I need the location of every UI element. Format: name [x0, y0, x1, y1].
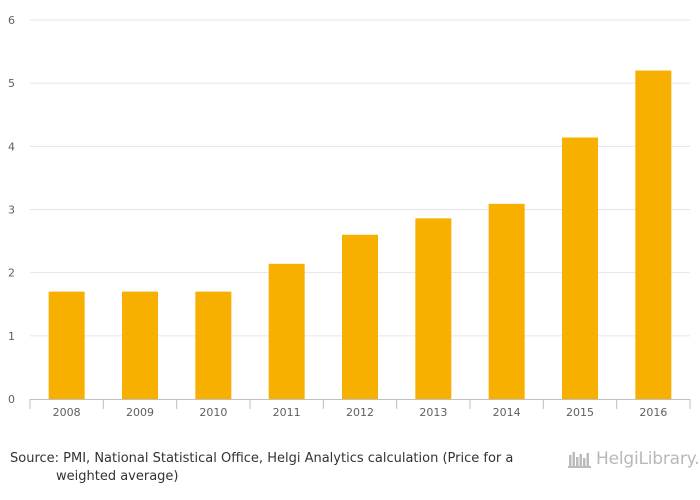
x-tick-label: 2013 [419, 406, 447, 419]
bar-2015 [562, 137, 598, 400]
bar-chart: 0 1 2 3 4 5 6 2008 2009 2010 2011 2012 2013 2014 2015… [8, 14, 691, 419]
x-tick-label: 2014 [493, 406, 521, 419]
source-note: Source: PMI, National Statistical Office… [10, 450, 520, 486]
bars [48, 70, 672, 400]
helgi-library-shelf-icon [568, 452, 591, 468]
x-tick-label: 2008 [53, 406, 81, 419]
bar-2014 [488, 203, 525, 399]
y-axis-tick-labels: 0 1 2 3 4 5 6 [8, 14, 15, 406]
y-tick-label: 1 [8, 330, 15, 343]
x-tick-label: 2015 [566, 406, 594, 419]
y-tick-label: 6 [8, 14, 15, 27]
x-tick-label: 2012 [346, 406, 374, 419]
bar-2013 [415, 218, 452, 399]
x-tick-label: 2011 [273, 406, 301, 419]
x-tick-label: 2009 [126, 406, 154, 419]
y-tick-label: 2 [8, 267, 15, 280]
source-line-2: weighted average) [56, 469, 179, 484]
bar-2008 [48, 291, 85, 399]
bar-2010 [195, 291, 232, 399]
bar-2012 [342, 234, 378, 399]
source-line-1: Source: PMI, National Statistical Office… [10, 451, 514, 466]
bar-2009 [122, 291, 158, 399]
bar-2011 [268, 263, 305, 399]
bar-2016 [635, 70, 672, 400]
y-tick-label: 4 [8, 140, 15, 153]
y-tick-label: 3 [8, 204, 15, 217]
x-tick-label: 2010 [199, 406, 227, 419]
logo-text: HelgiLibrary. [596, 449, 700, 469]
x-axis: 2008 2009 2010 2011 2012 2013 2014 2015 2016 [29, 399, 691, 419]
y-tick-label: 5 [8, 77, 15, 90]
helgi-library-logo: HelgiLibrary. [568, 449, 700, 469]
x-tick-label: 2016 [639, 406, 667, 419]
y-tick-label: 0 [8, 393, 15, 406]
